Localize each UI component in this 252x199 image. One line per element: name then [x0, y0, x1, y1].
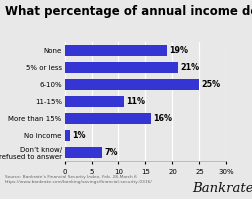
Bar: [64, 113, 150, 124]
Bar: [64, 130, 70, 141]
Bar: [64, 79, 199, 90]
Text: 11%: 11%: [125, 97, 144, 106]
Text: 7%: 7%: [104, 148, 117, 157]
Text: 16%: 16%: [152, 114, 171, 123]
Text: Source: Bankrate's Financial Security Index, Feb. 28-March 6
https://www.bankrat: Source: Bankrate's Financial Security In…: [5, 175, 152, 184]
Text: Bankrate: Bankrate: [192, 182, 252, 195]
Bar: [64, 96, 123, 107]
Bar: [64, 147, 102, 158]
Text: 21%: 21%: [179, 63, 198, 72]
Text: What percentage of annual income do you save?: What percentage of annual income do you …: [5, 5, 252, 18]
Text: 25%: 25%: [201, 80, 220, 89]
Text: 19%: 19%: [169, 46, 187, 55]
Bar: [64, 62, 177, 73]
Text: 1%: 1%: [72, 131, 85, 140]
Bar: [64, 45, 166, 56]
